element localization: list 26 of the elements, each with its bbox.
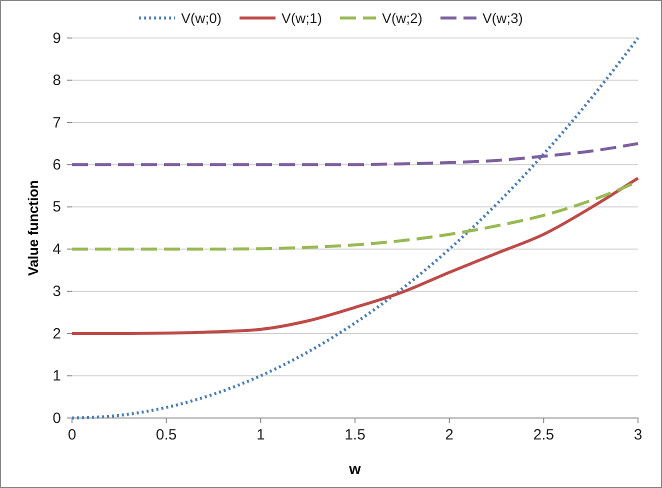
x-tick-label: 0.5 xyxy=(156,426,177,444)
x-tick-label: 2 xyxy=(445,426,454,444)
y-tick-label: 1 xyxy=(52,368,61,385)
y-tick-label: 5 xyxy=(52,198,61,216)
x-tick-label: 1 xyxy=(256,426,265,444)
legend-label: V(w;1) xyxy=(282,10,322,26)
y-tick-label: 4 xyxy=(52,240,61,258)
legend-label: V(w;0) xyxy=(181,10,222,26)
x-tick-label: 1.5 xyxy=(344,426,366,444)
y-tick-label: 0 xyxy=(52,410,61,427)
y-tick-label: 6 xyxy=(52,156,61,174)
line-series xyxy=(70,176,640,336)
legend-label: V(w;3) xyxy=(482,10,523,26)
x-tick-label: 3 xyxy=(634,426,642,444)
legend-label: V(w;2) xyxy=(382,10,422,26)
y-axis-title: Value function xyxy=(25,180,41,276)
y-tick-label: 2 xyxy=(52,325,61,342)
y-tick-label: 8 xyxy=(52,72,61,90)
y-tick-label: 7 xyxy=(52,114,61,132)
x-tick-label: 0 xyxy=(68,426,76,444)
line-series xyxy=(70,36,640,420)
x-tick-label: 2.5 xyxy=(533,426,554,444)
line-series xyxy=(70,142,640,166)
y-tick-label: 3 xyxy=(52,283,61,300)
y-tick-label: 9 xyxy=(52,30,61,47)
x-axis-title: w xyxy=(348,461,362,478)
